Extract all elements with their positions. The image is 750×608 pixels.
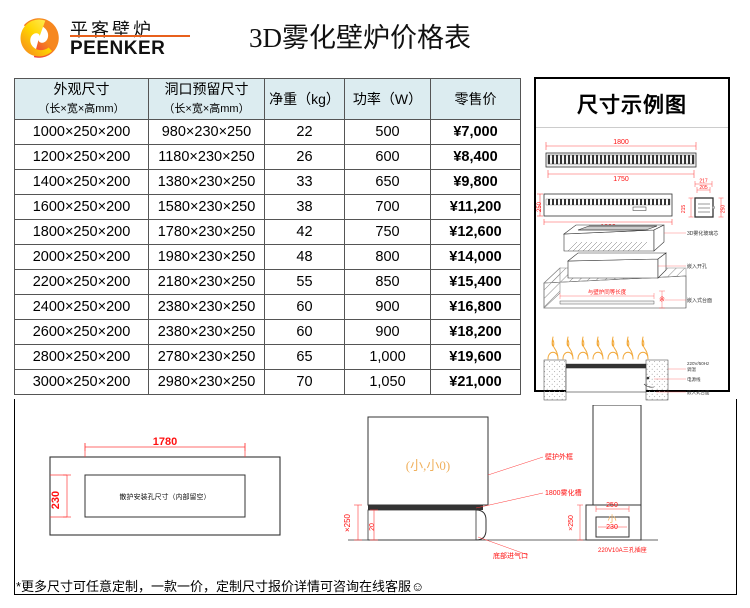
- svg-text:嵌入开孔: 嵌入开孔: [687, 263, 707, 270]
- svg-text:220V/50Hz: 220V/50Hz: [687, 361, 710, 366]
- svg-text:250: 250: [606, 502, 618, 509]
- svg-text:205: 205: [699, 185, 708, 191]
- svg-text:220V10A三孔插座: 220V10A三孔插座: [598, 546, 647, 554]
- svg-text:3D雾化玻璃芯: 3D雾化玻璃芯: [687, 230, 718, 237]
- svg-text:调温: 调温: [687, 366, 696, 373]
- svg-text:20: 20: [369, 523, 376, 531]
- svg-text:×250: ×250: [568, 515, 575, 531]
- svg-text:215: 215: [681, 205, 687, 214]
- svg-text:230: 230: [50, 491, 62, 509]
- svg-text:底部进气口: 底部进气口: [493, 551, 528, 560]
- svg-text:1800雾化槽: 1800雾化槽: [545, 488, 582, 497]
- svg-text:1750: 1750: [613, 176, 629, 183]
- svg-text:壁护外框: 壁护外框: [545, 452, 573, 461]
- svg-text:电源线: 电源线: [687, 376, 701, 383]
- svg-text:(小,小0): (小,小0): [406, 458, 450, 473]
- svg-text:250: 250: [537, 201, 543, 212]
- svg-text:小: 小: [607, 514, 616, 524]
- svg-text:嵌入式台面: 嵌入式台面: [687, 389, 710, 396]
- svg-text:×250: ×250: [343, 513, 352, 532]
- svg-text:余: 余: [659, 295, 665, 303]
- svg-text:217: 217: [699, 179, 708, 185]
- svg-text:1780: 1780: [153, 436, 177, 448]
- svg-text:1800: 1800: [613, 139, 629, 146]
- svg-text:与壁炉同等长度: 与壁炉同等长度: [588, 288, 627, 296]
- svg-text:250: 250: [721, 205, 727, 214]
- svg-text:散护安装孔尺寸（内部留空）: 散护安装孔尺寸（内部留空）: [120, 492, 211, 501]
- svg-text:230: 230: [606, 524, 618, 531]
- svg-text:嵌入式台面: 嵌入式台面: [687, 297, 712, 304]
